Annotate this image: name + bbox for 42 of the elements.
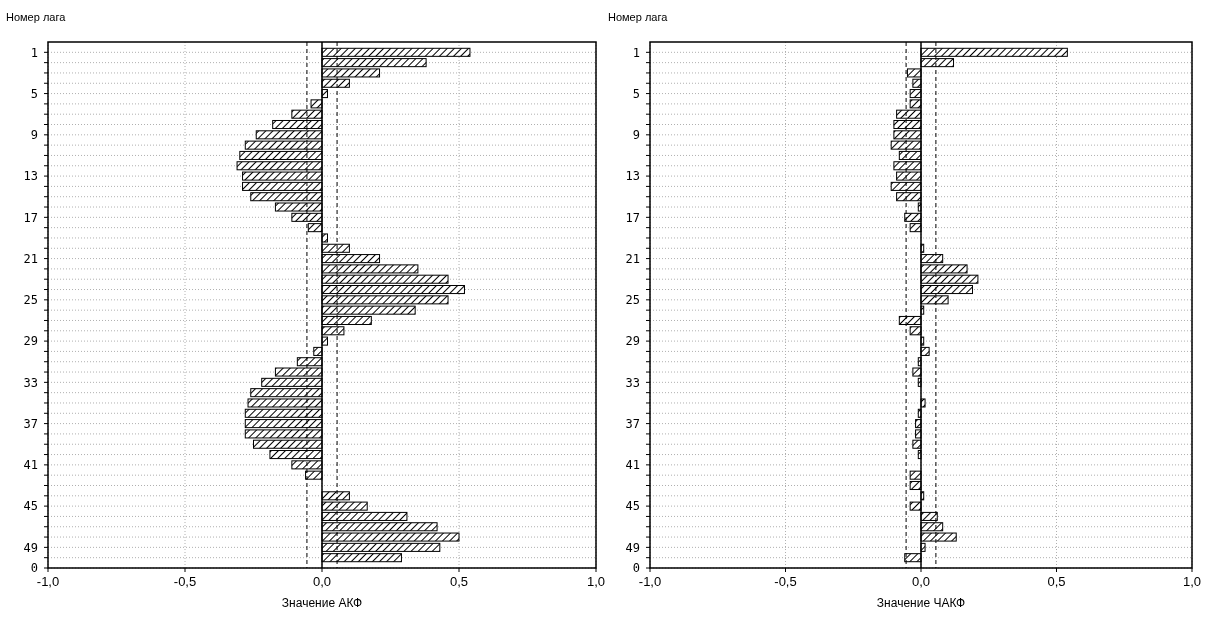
x-tick-label: 1,0 bbox=[586, 574, 606, 589]
y-axis-title: Номер лага bbox=[6, 11, 67, 23]
y-tick-label: 9 bbox=[632, 128, 640, 143]
y-tick-label: 45 bbox=[23, 499, 38, 514]
y-tick-label: 13 bbox=[23, 169, 38, 184]
x-tick-label: 0,5 bbox=[1047, 574, 1066, 589]
y-tick-label: 25 bbox=[625, 293, 640, 308]
x-tick-label: -0,5 bbox=[774, 574, 797, 589]
y-tick-label: 33 bbox=[625, 375, 640, 390]
y-tick-label: 29 bbox=[23, 334, 38, 349]
x-tick-label: 0,0 bbox=[312, 574, 332, 589]
y-tick-label: 5 bbox=[30, 86, 38, 101]
y-tick-label: 29 bbox=[625, 334, 640, 349]
y-tick-label: 9 bbox=[30, 128, 38, 143]
y-tick-label: 0 bbox=[632, 561, 640, 576]
y-tick-label: 41 bbox=[625, 458, 640, 473]
y-tick-label: 21 bbox=[625, 251, 640, 266]
y-tick-label: 25 bbox=[23, 293, 38, 308]
y-tick-label: 37 bbox=[625, 416, 640, 431]
y-tick-label: 21 bbox=[23, 251, 38, 266]
y-tick-label: 45 bbox=[625, 499, 640, 514]
y-tick-label: 0 bbox=[30, 561, 38, 576]
x-tick-label: 0,0 bbox=[911, 574, 931, 589]
y-tick-label: 1 bbox=[30, 45, 38, 60]
y-axis-title: Номер лага bbox=[608, 11, 669, 23]
x-axis-title: Значение ЧАКФ bbox=[876, 596, 966, 610]
y-tick-label: 37 bbox=[23, 416, 38, 431]
x-tick-label: -1,0 bbox=[36, 574, 60, 589]
y-tick-label: 1 bbox=[632, 45, 640, 60]
y-tick-label: 49 bbox=[23, 540, 38, 555]
x-tick-label: -0,5 bbox=[173, 574, 197, 589]
y-tick-label: 49 bbox=[625, 540, 640, 555]
y-tick-label: 41 bbox=[23, 458, 38, 473]
x-tick-label: 0,5 bbox=[449, 574, 469, 589]
y-tick-label: 33 bbox=[23, 375, 38, 390]
x-tick-label: -1,0 bbox=[638, 574, 662, 589]
y-tick-label: 5 bbox=[632, 86, 640, 101]
y-tick-label: 17 bbox=[625, 210, 640, 225]
y-tick-label: 17 bbox=[23, 210, 38, 225]
y-tick-label: 13 bbox=[625, 169, 640, 184]
x-axis-title: Значение АКФ bbox=[281, 596, 363, 610]
x-tick-label: 1,0 bbox=[1182, 574, 1202, 589]
